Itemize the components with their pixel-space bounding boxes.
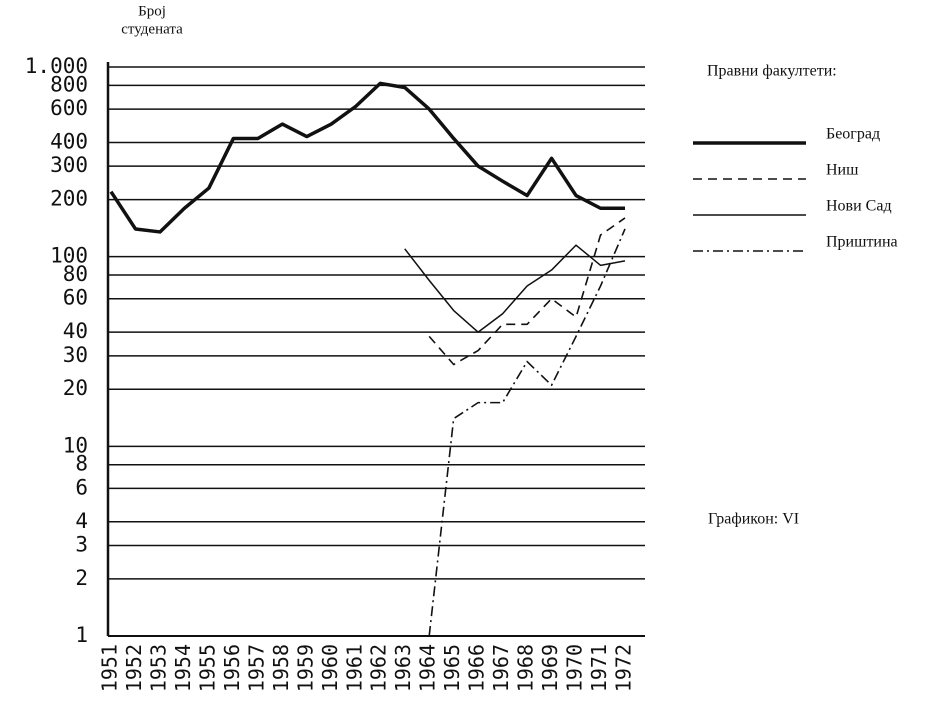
legend-label: Београд — [826, 126, 880, 143]
x-tick-label: 1963 — [391, 644, 415, 692]
x-tick-label: 1951 — [98, 644, 122, 692]
x-tick-label: 1960 — [318, 644, 342, 692]
x-tick-label: 1972 — [612, 644, 636, 692]
x-tick-label: 1964 — [416, 644, 440, 692]
y-tick-label: 200 — [50, 187, 88, 211]
y-tick-label: 2 — [75, 566, 88, 590]
x-tick-label: 1954 — [171, 644, 195, 692]
x-tick-label: 1952 — [122, 644, 146, 692]
y-tick-label: 800 — [50, 72, 88, 96]
y-tick-label: 400 — [50, 129, 88, 153]
x-tick-label: 1959 — [293, 644, 317, 692]
y-label: Број — [138, 3, 166, 19]
y-tick-label: 10 — [63, 433, 88, 457]
x-tick-label: 1955 — [195, 644, 219, 692]
series-line — [428, 228, 626, 637]
y-tick-label: 300 — [50, 153, 88, 177]
legend-title: Правни факултети: — [707, 63, 837, 80]
y-tick-label: 1.000 — [25, 54, 88, 78]
x-tick-label: 1967 — [489, 644, 513, 692]
x-tick-label: 1958 — [269, 644, 293, 692]
y-tick-label: 3 — [75, 533, 88, 557]
y-tick-label: 600 — [50, 96, 88, 120]
y-tick-label: 6 — [75, 475, 88, 499]
x-tick-label: 1966 — [465, 644, 489, 692]
x-tick-label: 1965 — [440, 644, 464, 692]
series-line — [428, 217, 626, 366]
x-tick-label: 1953 — [146, 644, 170, 692]
y-tick-label: 80 — [63, 262, 88, 286]
y-tick-label: 8 — [75, 452, 88, 476]
legend-label: Нови Сад — [826, 198, 892, 215]
y-label: студената — [121, 21, 183, 37]
y-tick-label: 60 — [63, 286, 88, 310]
y-tick-label: 20 — [63, 376, 88, 400]
series-line — [109, 81, 625, 234]
y-tick-label: 40 — [63, 319, 88, 343]
y-tick-label: 30 — [63, 343, 88, 367]
x-tick-label: 1957 — [244, 644, 268, 692]
caption: Графикон: VI — [708, 511, 799, 528]
x-tick-label: 1970 — [563, 644, 587, 692]
legend-label: Приштина — [826, 234, 898, 251]
y-tick-label: 4 — [75, 509, 88, 533]
series-line — [404, 244, 626, 333]
legend-label: Ниш — [826, 162, 859, 179]
x-tick-label: 1961 — [342, 644, 366, 692]
x-tick-label: 1968 — [514, 644, 538, 692]
x-tick-label: 1969 — [538, 644, 562, 692]
y-tick-label: 100 — [50, 244, 88, 268]
x-tick-label: 1971 — [587, 644, 611, 692]
y-tick-label: 1 — [75, 623, 88, 647]
x-tick-label: 1956 — [220, 644, 244, 692]
x-tick-label: 1962 — [367, 644, 391, 692]
